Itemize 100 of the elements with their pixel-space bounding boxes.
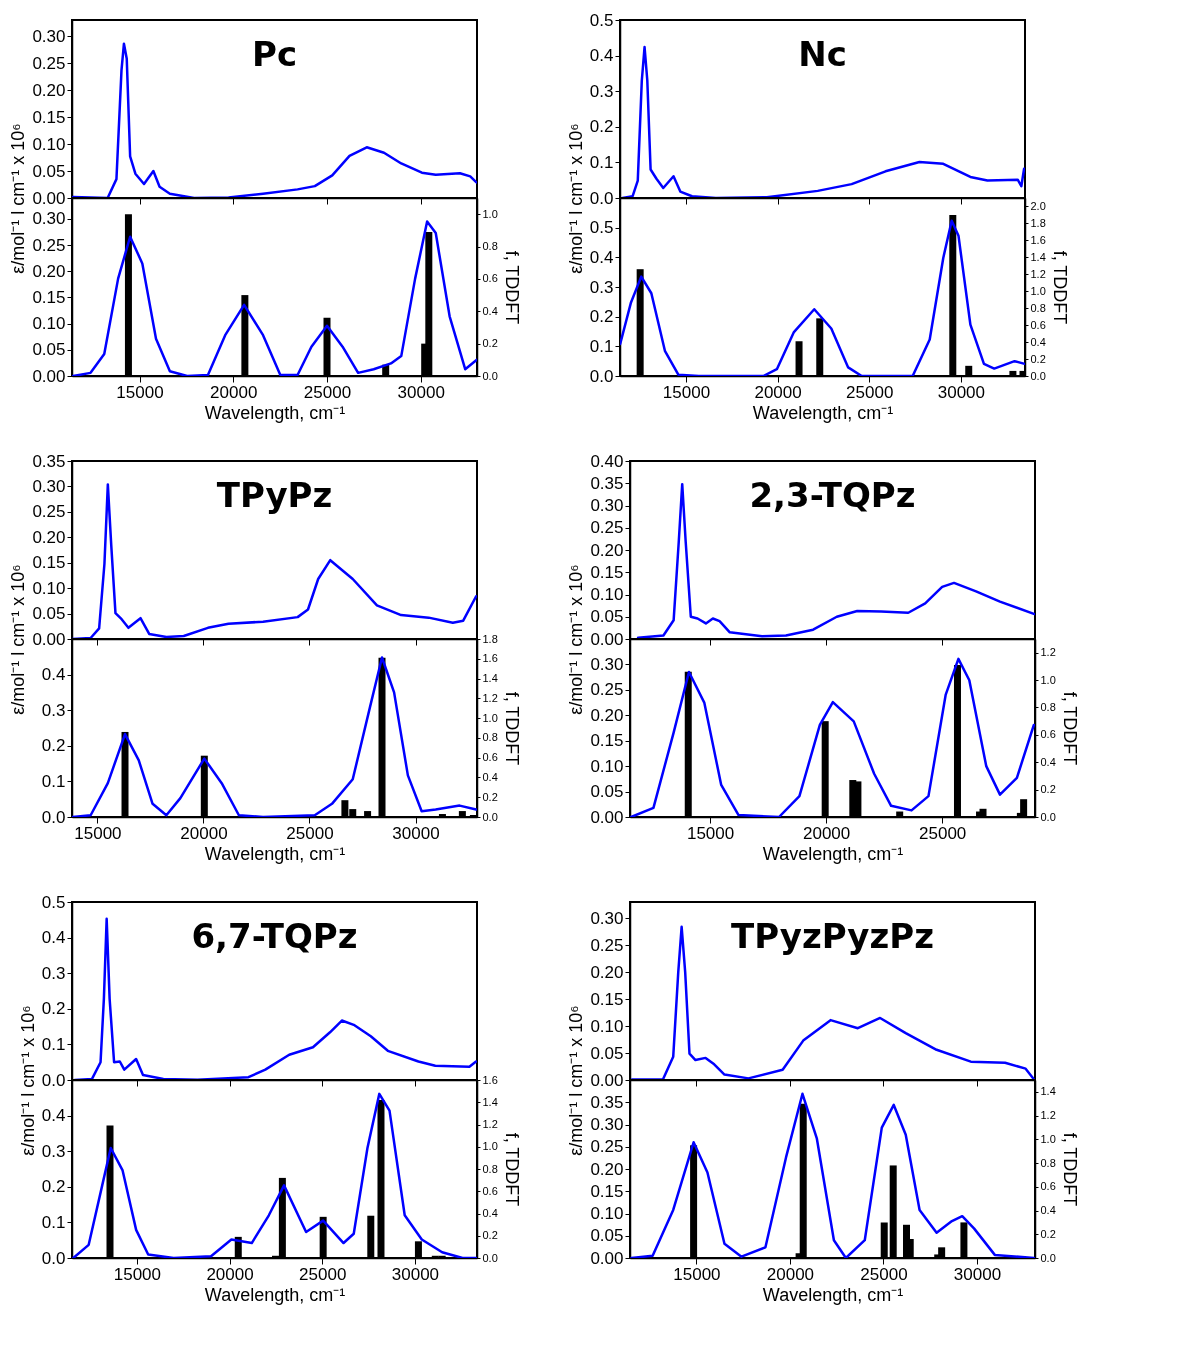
- y2-tick-label: 1.0: [1040, 673, 1056, 686]
- y-tick-label: 0.1: [589, 336, 614, 356]
- y-tick-label: 0.05: [590, 1226, 624, 1246]
- y-tick-label: 0.2: [589, 117, 614, 137]
- y2-tick-label: 0.8: [1040, 700, 1056, 713]
- y-tick-label: 0.30: [590, 1115, 624, 1134]
- y2-tick-label: 0.4: [1040, 755, 1056, 768]
- y-tick-label: 0.3: [41, 700, 66, 720]
- y2-tick-label: 0.4: [482, 770, 498, 783]
- y2-axis-title: f, TDDFT: [501, 691, 522, 766]
- y-tick-label: 0.10: [590, 1204, 624, 1223]
- x-axis-title: Wavelength, cm⁻¹: [762, 843, 904, 864]
- y2-tick-label: 1.0: [1030, 284, 1046, 297]
- x-tick-label: 20000: [210, 382, 258, 402]
- y-tick-label: 0.10: [590, 585, 624, 604]
- y-tick-label: 0.0: [41, 1070, 66, 1090]
- y2-tick-label: 0.6: [482, 272, 498, 285]
- x-tick-label: 30000: [937, 382, 985, 402]
- y2-tick-label: 2.0: [1030, 199, 1046, 212]
- y2-axis-title: f, TDDFT: [501, 250, 522, 325]
- x-tick-label: 15000: [673, 1264, 721, 1284]
- y-tick-label: 0.25: [32, 53, 66, 73]
- y-tick-label: 0.20: [32, 261, 66, 281]
- y-tick-label: 0.40: [590, 451, 624, 471]
- y2-tick-label: 1.0: [482, 1140, 498, 1153]
- x-tick-label: 20000: [180, 823, 228, 843]
- x-axis-title: Wavelength, cm⁻¹: [204, 1284, 346, 1305]
- y-tick-label: 0.1: [589, 152, 614, 172]
- y2-tick-label: 1.2: [482, 1118, 498, 1130]
- x-axis-title: Wavelength, cm⁻¹: [204, 843, 346, 864]
- y-tick-label: 0.25: [32, 235, 66, 255]
- y-tick-label: 0.15: [590, 989, 624, 1009]
- y-tick-label: 0.3: [589, 277, 614, 297]
- y-tick-label: 0.2: [41, 736, 66, 756]
- y2-tick-label: 1.4: [482, 1095, 498, 1108]
- y-tick-label: 0.20: [590, 540, 624, 560]
- y-tick-label: 0.25: [32, 502, 66, 522]
- y2-tick-label: 0.8: [482, 1162, 498, 1175]
- y-tick-label: 0.15: [590, 562, 624, 582]
- y-tick-label: 0.0: [589, 188, 614, 208]
- y2-tick-label: 0.6: [482, 751, 498, 764]
- y2-tick-label: 0.8: [482, 731, 498, 744]
- y-tick-label: 0.10: [590, 1016, 624, 1036]
- x-tick-label: 15000: [662, 382, 711, 402]
- y2-tick-label: 1.2: [482, 691, 498, 704]
- x-tick-label: 25000: [919, 823, 967, 843]
- y-axis-title: ε/mol⁻¹ l cm⁻¹ x 10⁶: [565, 123, 586, 274]
- x-tick-label: 25000: [846, 382, 894, 402]
- y2-tick-label: 0.4: [482, 1207, 498, 1219]
- y-tick-label: 0.05: [32, 604, 66, 624]
- y-tick-label: 0.30: [32, 26, 66, 46]
- x-axis-title: Wavelength, cm⁻¹: [752, 402, 894, 423]
- y2-tick-label: 1.4: [1030, 250, 1046, 263]
- y-axis-title: ε/mol⁻¹ l cm⁻¹ x 10⁶: [8, 123, 29, 274]
- y-tick-label: 0.4: [589, 46, 614, 66]
- y-tick-label: 0.30: [590, 654, 624, 674]
- y2-tick-label: 0.2: [482, 790, 498, 803]
- y-tick-label: 0.25: [590, 518, 624, 538]
- y-axis-title: ε/mol⁻¹ l cm⁻¹ x 10⁶: [8, 564, 29, 715]
- y-tick-label: 0.0: [41, 807, 66, 827]
- y-tick-label: 0.3: [589, 81, 614, 101]
- y-tick-label: 0.35: [32, 451, 66, 471]
- y-tick-label: 0.2: [41, 999, 66, 1019]
- y-tick-label: 0.20: [590, 705, 624, 725]
- y-tick-label: 0.1: [41, 1034, 66, 1054]
- y-tick-label: 0.0: [41, 1248, 66, 1268]
- y-tick-label: 0.1: [41, 771, 66, 791]
- y-tick-label: 0.00: [590, 807, 624, 827]
- y-tick-label: 0.0: [589, 366, 614, 386]
- y-tick-label: 0.4: [41, 1106, 66, 1126]
- y-tick-label: 0.4: [41, 928, 66, 948]
- y2-tick-label: 1.2: [1040, 1109, 1056, 1122]
- x-tick-label: 30000: [392, 823, 440, 843]
- y-tick-label: 0.1: [41, 1212, 66, 1232]
- y-tick-label: 0.3: [41, 963, 66, 983]
- y2-tick-label: 1.0: [482, 711, 498, 724]
- y2-tick-label: 1.4: [1040, 1085, 1056, 1098]
- x-tick-label: 25000: [860, 1264, 908, 1284]
- y-tick-label: 0.25: [590, 935, 624, 955]
- y-axis-title: ε/mol⁻¹ l cm⁻¹ x 10⁶: [17, 1005, 38, 1156]
- y-tick-label: 0.00: [590, 629, 624, 649]
- y2-tick-label: 0.6: [1040, 728, 1056, 741]
- y-tick-label: 0.15: [590, 1181, 624, 1201]
- y2-tick-label: 1.8: [1030, 216, 1046, 229]
- y-tick-label: 0.30: [590, 908, 624, 928]
- y-tick-label: 0.00: [590, 1248, 624, 1268]
- y-tick-label: 0.5: [589, 218, 614, 238]
- y2-axis-title: f, TDDFT: [1059, 691, 1080, 766]
- y-tick-label: 0.05: [32, 340, 66, 360]
- y-tick-label: 0.15: [590, 731, 624, 751]
- y-tick-label: 0.15: [32, 287, 66, 307]
- y2-tick-label: 0.0: [1030, 369, 1046, 382]
- y2-tick-label: 0.2: [1040, 1227, 1056, 1240]
- y-tick-label: 0.2: [41, 1177, 66, 1197]
- y-tick-label: 0.4: [41, 665, 66, 685]
- y-tick-label: 0.5: [589, 10, 614, 30]
- y2-tick-label: 1.8: [482, 632, 498, 645]
- y2-tick-label: 0.4: [1040, 1204, 1056, 1217]
- x-tick-label: 25000: [299, 1264, 347, 1284]
- y-tick-label: 0.25: [590, 1137, 624, 1157]
